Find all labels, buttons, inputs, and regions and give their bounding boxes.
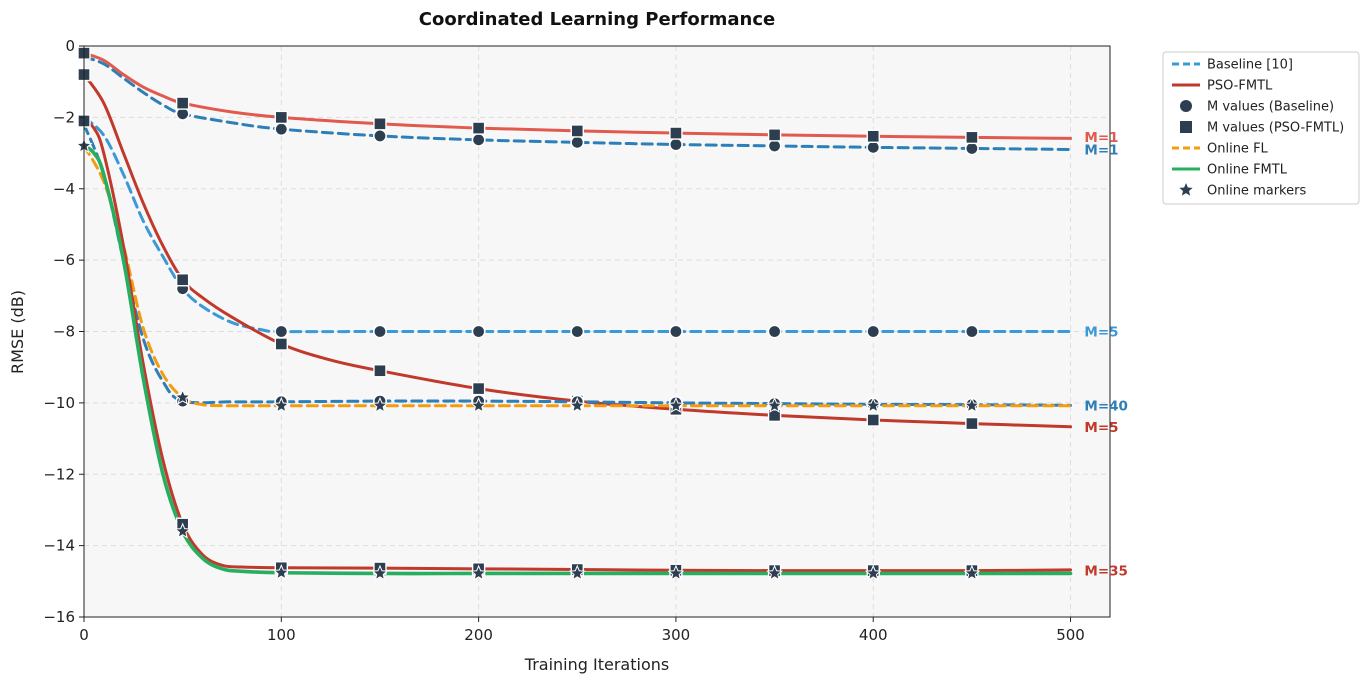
curve-annotation: M=35 (1084, 564, 1128, 580)
series-line (82, 115, 1073, 334)
online-marker (864, 396, 882, 413)
online-marker (667, 564, 685, 581)
x-tick-label: 500 (1056, 626, 1085, 644)
online-marker (766, 564, 783, 581)
annotations: M=1M=1 M=5 M=40 M=5 M=35 (1084, 130, 1128, 580)
online-marker (568, 396, 586, 413)
curve-annotation: M=40 (1084, 398, 1128, 414)
online-marker (470, 396, 487, 413)
pso-marker (373, 117, 387, 131)
baseline-marker (767, 324, 782, 339)
baseline-marker (372, 128, 387, 143)
legend-swatch (1180, 121, 1192, 133)
pso-marker (767, 128, 782, 142)
curve-annotation: M=5 (1084, 420, 1118, 436)
x-tick-label: 200 (464, 626, 493, 644)
online-marker (963, 564, 981, 581)
online-marker (667, 396, 685, 413)
legend-label: Online FMTL (1207, 163, 1288, 178)
legend-swatch (1179, 183, 1193, 196)
y-tick-label: 0 (65, 37, 75, 55)
curve-annotation: M=1 (1084, 142, 1118, 158)
y-tick-label: −2 (53, 108, 75, 126)
baseline-marker (570, 324, 585, 339)
marker-layer (75, 46, 981, 581)
legend-label: M values (PSO-FMTL) (1207, 121, 1344, 136)
y-tick-label: −6 (53, 251, 75, 269)
pso-marker (274, 337, 289, 351)
x-tick-label: 0 (79, 626, 89, 644)
baseline-marker (570, 135, 585, 150)
y-tick-label: −4 (53, 180, 75, 198)
pso-marker (471, 381, 486, 396)
pso-marker (471, 121, 486, 135)
y-tick-label: −12 (43, 465, 75, 483)
online-marker (864, 564, 882, 581)
legend-label: Online FL (1207, 142, 1269, 157)
series-line (82, 73, 1073, 429)
pso-marker (866, 129, 880, 143)
baseline-marker (668, 137, 683, 152)
curve-annotation: M=1 (1084, 130, 1118, 146)
pso-marker (175, 273, 190, 287)
series-line (82, 144, 1073, 408)
curve-annotation: M=5 (1084, 325, 1118, 341)
x-tick-label: 300 (662, 626, 691, 644)
legend-box (1162, 51, 1360, 205)
legend-swatch (1180, 100, 1192, 112)
online-marker (568, 564, 586, 581)
ticks: 0 100 200 300 400 500 0 −2 −4 −6 −8 −10 −12 −14 −16 (43, 37, 1085, 644)
pso-marker (175, 96, 190, 110)
online-marker (272, 396, 290, 413)
legend: Baseline [10] PSO-FMTL M values (Baseline)… (1162, 51, 1360, 205)
baseline-marker (372, 324, 387, 339)
y-tick-label: −8 (53, 323, 75, 341)
baseline-marker (964, 324, 979, 339)
legend-label: Baseline [10] (1207, 58, 1293, 73)
pso-marker (965, 416, 979, 431)
baseline-marker (274, 324, 289, 339)
online-marker (174, 388, 192, 405)
y-tick-label: −10 (43, 394, 75, 412)
online-marker (272, 563, 290, 580)
legend-label: PSO-FMTL (1207, 79, 1273, 94)
chart-title: Coordinated Learning Performance (419, 9, 775, 30)
series-line (82, 119, 1073, 573)
baseline-marker (866, 324, 881, 339)
baseline-marker (471, 132, 486, 147)
online-marker (963, 396, 981, 413)
y-tick-label: −14 (43, 537, 75, 555)
y-axis-label: RMSE (dB) (8, 290, 27, 374)
baseline-marker (866, 140, 881, 155)
online-marker (371, 396, 389, 413)
baseline-marker (668, 324, 683, 339)
legend-label: Online markers (1207, 184, 1306, 199)
baseline-marker (471, 324, 486, 339)
legend-label: M values (Baseline) (1207, 100, 1334, 115)
x-tick-label: 400 (859, 626, 888, 644)
online-marker (174, 522, 192, 539)
pso-marker (570, 124, 584, 138)
pso-marker (669, 126, 683, 140)
pso-marker (274, 110, 289, 125)
baseline-marker (964, 141, 979, 156)
baseline-marker (767, 138, 782, 153)
online-marker (371, 564, 389, 581)
series-line (82, 144, 1073, 576)
pso-marker (373, 364, 387, 378)
y-tick-label: −16 (43, 608, 75, 626)
pso-marker (866, 413, 880, 427)
x-axis-label: Training Iterations (524, 655, 669, 674)
baseline-marker (274, 122, 289, 137)
online-marker (470, 564, 487, 581)
pso-marker (965, 130, 979, 145)
online-marker (766, 396, 783, 413)
x-tick-label: 100 (267, 626, 296, 644)
